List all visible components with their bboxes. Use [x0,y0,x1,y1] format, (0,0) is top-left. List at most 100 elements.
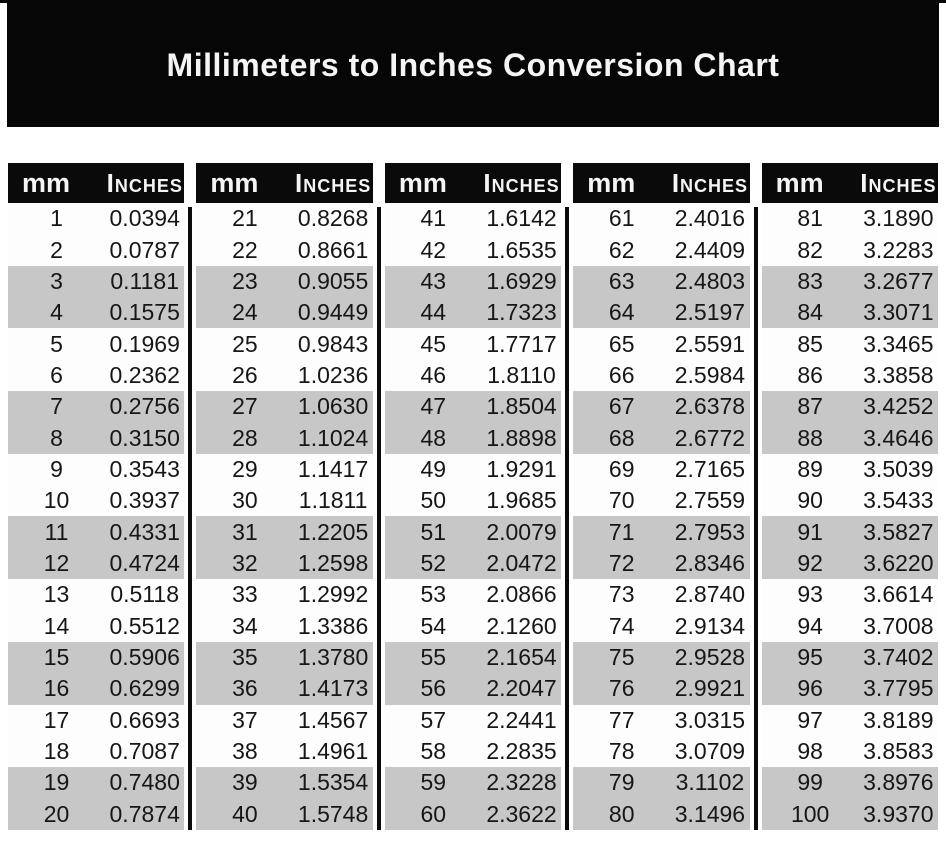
table-row: 45 1.7717 [385,328,561,359]
mm-cell: 9 [50,455,63,482]
mm-cell: 32 [232,549,258,576]
table-row: 42 1.6535 [385,234,561,265]
inches-cell: 1.1417 [297,455,369,482]
table-row: 60 2.3622 [384,798,562,830]
mm-cell: 47 [420,393,447,420]
table-row: 2 0.0787 [8,234,184,265]
inches-cell: 0.0394 [109,205,180,232]
table-row: 74 2.9134 [573,610,749,641]
table-row: 100 3.9370 [761,798,939,830]
mm-cell: 86 [797,361,823,388]
mm-cell: 81 [797,205,823,232]
mm-cell: 12 [43,549,70,576]
inches-cell: 2.8740 [674,581,746,608]
inches-cell: 3.7795 [863,675,934,702]
inches-cell: 0.3150 [109,424,180,451]
table-row: 23 0.9055 [196,265,373,298]
mm-cell: 43 [420,267,447,294]
mm-cell: 97 [797,706,823,733]
mm-cell: 51 [420,518,447,545]
inches-cell: 0.7480 [109,769,180,796]
mm-cell: 65 [608,330,635,357]
table-row: 1 0.0394 [8,203,184,234]
table-row: 6 0.2362 [8,360,184,391]
inches-cell: 0.0787 [109,236,180,263]
inches-cell: 0.8661 [297,236,369,263]
mm-cell: 48 [420,424,447,451]
title-banner: Millimeters to Inches Conversion Chart [7,3,939,127]
mm-cell: 20 [43,800,70,827]
table-row: 20 0.7874 [8,798,185,830]
table-row: 15 0.5906 [8,641,185,674]
table-header: mm Inches [384,163,562,203]
table-row: 40 1.5748 [196,798,373,830]
table-row: 17 0.6693 [8,705,184,736]
mm-cell: 75 [608,643,635,670]
mm-cell: 34 [232,612,258,639]
table-row: 13 0.5118 [8,579,184,610]
top-border-line [0,0,946,3]
inches-cell: 0.1181 [110,267,180,294]
mm-header-cell: mm [210,167,259,198]
mm-cell: 80 [608,800,635,827]
inches-cell: 2.2835 [486,738,557,765]
inches-cell: 2.0079 [486,518,557,545]
mm-cell: 39 [232,769,258,796]
mm-cell: 83 [797,267,823,294]
mm-cell: 96 [797,675,823,702]
inches-cell: 3.0709 [674,738,746,765]
inches-cell: 3.3071 [863,299,934,326]
table-row: 47 1.8504 [384,391,562,423]
inches-cell: 2.9528 [674,643,746,670]
mm-cell: 8 [50,424,63,451]
inches-cell: 1.2992 [297,581,369,608]
mm-cell: 44 [420,299,447,326]
inches-header-cell: Inches [295,168,372,198]
mm-header-cell: mm [587,167,636,198]
table-row: 33 1.2992 [196,579,372,610]
mm-cell: 60 [420,800,447,827]
inches-cell: 1.2205 [297,518,369,545]
table-row: 43 1.6929 [384,265,562,298]
mm-cell: 70 [608,487,635,514]
inches-cell: 1.3386 [297,612,369,639]
mm-cell: 78 [608,738,635,765]
inches-cell: 2.5984 [674,361,746,388]
mm-cell: 31 [232,518,258,545]
inches-cell: 3.8189 [863,706,934,733]
inches-cell: 0.9055 [297,267,369,294]
mm-cell: 56 [420,675,447,702]
inches-cell: 1.1811 [298,487,368,514]
table-row: 19 0.7480 [8,767,185,799]
inches-cell: 2.1654 [486,643,557,670]
inches-cell: 2.2441 [486,706,557,733]
mm-cell: 53 [420,581,447,608]
inches-cell: 3.4646 [863,424,934,451]
table-row: 30 1.1811 [196,485,372,516]
inches-cell: 2.4409 [674,236,746,263]
inches-cell: 2.7559 [674,487,746,514]
mm-cell: 88 [797,424,823,451]
inches-cell: 2.4803 [674,267,746,294]
mm-header-cell: mm [775,167,824,198]
inches-cell: 3.2677 [863,267,934,294]
table-row: 32 1.2598 [196,547,373,580]
inches-cell: 0.7087 [109,738,180,765]
mm-cell: 50 [420,487,447,514]
table-row: 94 3.7008 [762,610,938,641]
inches-cell: 3.7402 [863,643,934,670]
mm-cell: 89 [797,455,823,482]
mm-cell: 25 [232,330,258,357]
inches-cell: 0.6693 [109,706,180,733]
inches-cell: 3.9370 [863,800,934,827]
table-row: 85 3.3465 [762,328,938,359]
inches-cell: 0.2362 [109,361,180,388]
mm-cell: 26 [232,361,258,388]
table-row: 63 2.4803 [573,265,750,298]
table-row: 10 0.3937 [8,485,184,516]
table-row: 89 3.5039 [762,454,938,485]
table-row: 68 2.6772 [573,422,750,454]
mm-cell: 67 [608,393,635,420]
table-row: 55 2.1654 [384,641,562,674]
mm-cell: 74 [608,612,635,639]
